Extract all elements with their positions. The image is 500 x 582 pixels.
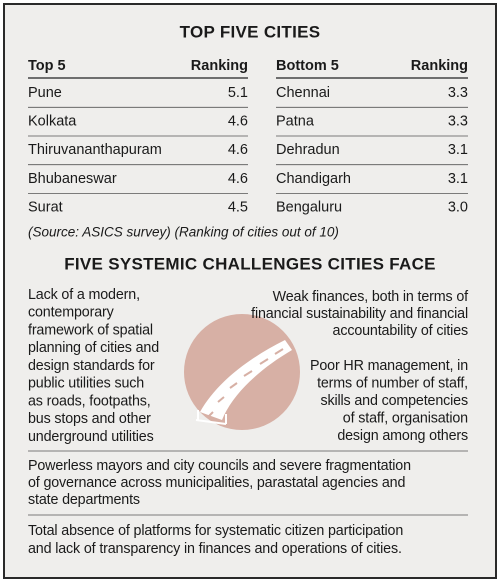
challenges-title: FIVE SYSTEMIC CHALLENGES CITIES FACE bbox=[64, 254, 436, 273]
city: Kolkata bbox=[28, 114, 77, 130]
challenge-line: Weak finances, both in terms of bbox=[273, 289, 469, 305]
challenge-line: Poor HR management, in bbox=[310, 358, 468, 374]
challenge-line: Powerless mayors and city councils and s… bbox=[28, 458, 411, 474]
ranking: 3.3 bbox=[448, 114, 468, 130]
ranking: 3.0 bbox=[448, 200, 468, 216]
ranking: 4.5 bbox=[228, 200, 248, 216]
ranking: 5.1 bbox=[228, 85, 248, 101]
ranking: 4.6 bbox=[228, 171, 248, 187]
tables: Top 5 Ranking Pune 5.1 Kolkata 4.6 Thiruvanant… bbox=[28, 58, 468, 216]
challenge-line: terms of number of staff, bbox=[317, 375, 468, 391]
challenge-line: accountability of cities bbox=[333, 323, 468, 339]
column-header: Bottom 5 bbox=[276, 58, 339, 74]
title: TOP FIVE CITIES bbox=[180, 22, 321, 41]
challenge-line: design among others bbox=[337, 428, 468, 444]
challenge-line: and lack of transparency in finances and… bbox=[28, 541, 402, 557]
challenge-line: Lack of a modern, bbox=[28, 287, 140, 303]
ranking: 3.1 bbox=[448, 142, 468, 158]
challenge-line: financial sustainability and financial bbox=[251, 306, 468, 322]
challenge-line: Total absence of platforms for systemati… bbox=[28, 523, 403, 539]
source: (Source: ASICS survey) (Ranking of citie… bbox=[28, 225, 339, 240]
challenge-line: framework of spatial bbox=[28, 322, 153, 338]
city: Chennai bbox=[276, 85, 330, 101]
challenge-line: underground utilities bbox=[28, 429, 154, 445]
column-header: Ranking bbox=[191, 58, 248, 74]
challenge-line: as roads, footpaths, bbox=[28, 393, 151, 409]
challenge-line: of governance across municipalities, par… bbox=[28, 475, 405, 491]
column-header: Top 5 bbox=[28, 58, 66, 74]
challenge-line: bus stops and other bbox=[28, 411, 151, 427]
ranking: 4.6 bbox=[228, 114, 248, 130]
challenge-line: skills and competencies bbox=[320, 393, 468, 409]
road-icon bbox=[184, 314, 300, 430]
city: Bengaluru bbox=[276, 200, 342, 216]
challenge-line: of staff, organisation bbox=[343, 410, 468, 426]
city: Thiruvananthapuram bbox=[28, 142, 162, 158]
challenge-line: public utilities such bbox=[28, 376, 144, 392]
city: Surat bbox=[28, 200, 63, 216]
ranking: 3.1 bbox=[448, 171, 468, 187]
ranking: 3.3 bbox=[448, 85, 468, 101]
city: Patna bbox=[276, 114, 315, 130]
column-header: Ranking bbox=[411, 58, 468, 74]
city: Dehradun bbox=[276, 142, 340, 158]
frame bbox=[3, 3, 497, 579]
challenge-line: planning of cities and bbox=[28, 340, 159, 356]
challenge-line: state departments bbox=[28, 492, 140, 508]
challenge-line: contemporary bbox=[28, 305, 115, 321]
challenge-line: design standards for bbox=[28, 358, 155, 374]
city: Bhubaneswar bbox=[28, 171, 117, 187]
ranking: 4.6 bbox=[228, 142, 248, 158]
city: Pune bbox=[28, 85, 62, 101]
city: Chandigarh bbox=[276, 171, 351, 187]
